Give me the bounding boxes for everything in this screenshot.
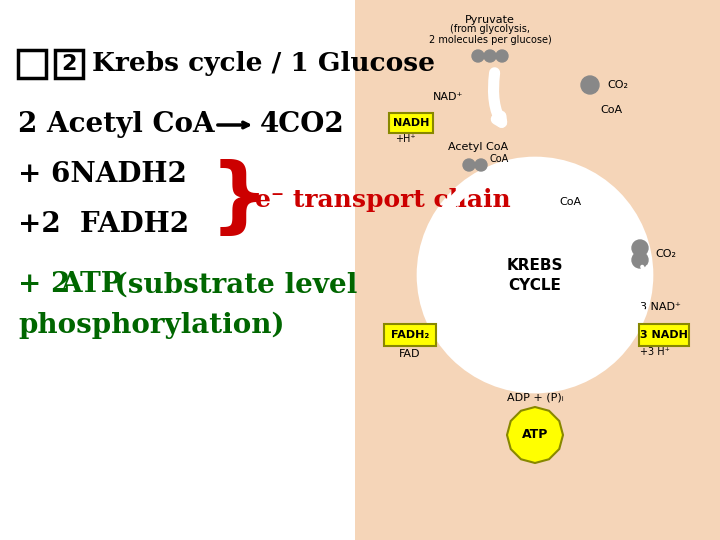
Circle shape [472,50,484,62]
Text: }: } [210,159,269,240]
Circle shape [632,252,648,268]
Circle shape [484,50,496,62]
Text: NADH: NADH [393,118,429,128]
Circle shape [425,165,645,385]
Text: CoA: CoA [490,154,509,164]
Text: KREBS: KREBS [507,258,563,273]
Circle shape [475,159,487,171]
Text: CYCLE: CYCLE [508,278,562,293]
Circle shape [581,76,599,94]
Text: FADH₂: FADH₂ [391,330,429,340]
FancyBboxPatch shape [355,0,720,540]
Text: ATP: ATP [522,429,548,442]
Text: phosphorylation): phosphorylation) [18,312,284,339]
Text: +3 H⁺: +3 H⁺ [640,347,670,357]
Text: 3 NAD⁺: 3 NAD⁺ [640,302,681,312]
Text: NAD⁺: NAD⁺ [433,92,463,102]
Text: (substrate level: (substrate level [105,272,357,299]
Text: 2: 2 [61,54,77,74]
Text: e⁻ transport chain: e⁻ transport chain [255,188,510,212]
Circle shape [463,159,475,171]
Text: 4CO2: 4CO2 [260,111,345,138]
Text: ATP: ATP [60,272,122,299]
Text: Krebs cycle / 1 Glucose: Krebs cycle / 1 Glucose [92,51,435,77]
Text: + 2: + 2 [18,272,80,299]
Text: ADP + (P)ᵢ: ADP + (P)ᵢ [507,392,563,402]
FancyBboxPatch shape [55,50,83,78]
Text: 3 NADH: 3 NADH [640,330,688,340]
Text: Pyruvate: Pyruvate [465,15,515,25]
Text: CO₂: CO₂ [655,249,676,259]
FancyBboxPatch shape [384,324,436,346]
FancyBboxPatch shape [389,113,433,133]
Text: +2  FADH2: +2 FADH2 [18,212,189,239]
Text: (from glycolysis,: (from glycolysis, [450,24,530,34]
Text: 2 Acetyl CoA: 2 Acetyl CoA [18,111,215,138]
Circle shape [496,50,508,62]
Text: Acetyl CoA: Acetyl CoA [448,142,508,152]
Text: 2 molecules per glucose): 2 molecules per glucose) [428,35,552,45]
FancyBboxPatch shape [639,324,689,346]
Text: CoA: CoA [559,197,581,207]
FancyBboxPatch shape [18,50,46,78]
Text: CO₂: CO₂ [607,80,628,90]
Text: + 6NADH2: + 6NADH2 [18,161,187,188]
Text: FAD: FAD [400,349,420,359]
Text: +H⁺: +H⁺ [395,134,415,144]
Circle shape [632,240,648,256]
Text: CoA: CoA [600,105,622,115]
